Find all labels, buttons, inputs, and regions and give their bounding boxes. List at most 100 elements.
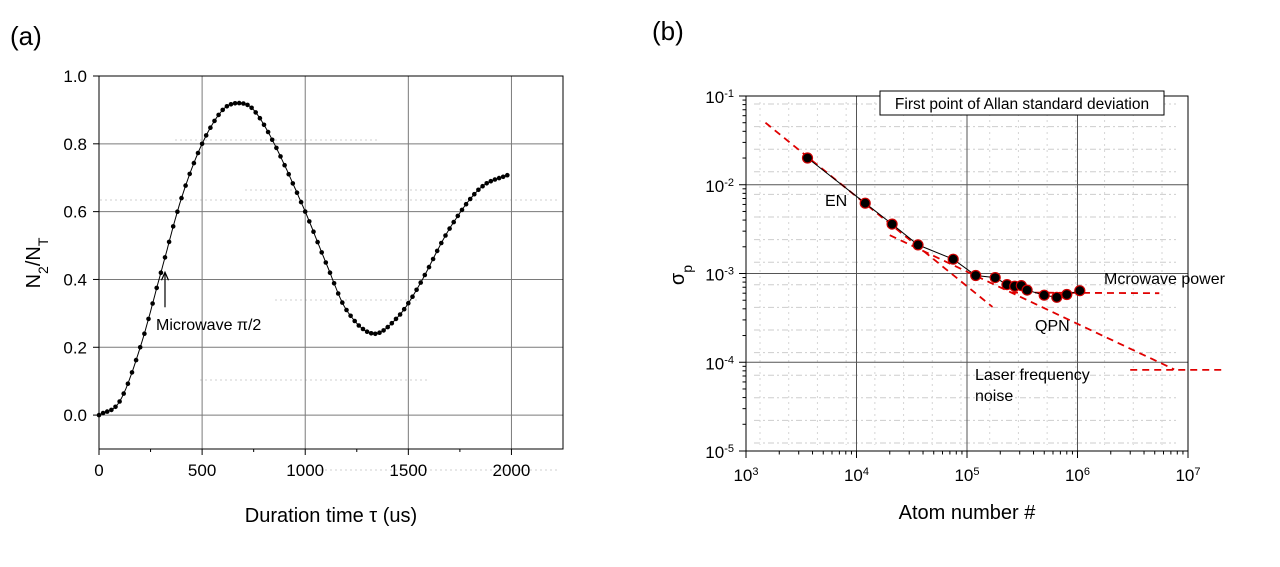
chart-a-y-label-text: N2/NT: [23, 237, 51, 288]
chart-b-x-axis-label: Atom number #: [899, 502, 1037, 524]
chart-b-y-axis-label: σp: [667, 265, 695, 285]
chart-a-point: [104, 409, 110, 414]
chart-b-y-tick-label: 10-4: [705, 354, 734, 373]
chart-b-y-label-text: σp: [667, 265, 695, 285]
chart-a-point: [393, 316, 399, 322]
chart-a-point: [183, 183, 188, 188]
chart-b-title-box: First point of Allan standard deviation: [879, 90, 1165, 116]
chart-a-point: [208, 125, 213, 130]
chart-a-point: [232, 101, 238, 106]
chart-a-point: [472, 191, 477, 197]
chart-a-point: [166, 239, 172, 245]
chart-a-point: [170, 224, 176, 229]
chart-a-point: [323, 260, 329, 265]
chart-a-point: [199, 141, 205, 147]
chart-b-point: [1074, 285, 1086, 297]
chart-a-point: [348, 313, 353, 319]
chart-b-fit-line: [889, 234, 1175, 371]
chart-a-point: [315, 239, 320, 245]
chart-a-point: [430, 256, 436, 262]
chart-a-point: [459, 207, 465, 213]
chart-b-points: [801, 152, 1086, 303]
chart-a-y-tick-label: 0.0: [63, 406, 87, 425]
chart-a-point: [129, 370, 135, 375]
chart-a-guide-line: [98, 102, 510, 416]
chart-a-grid: [99, 75, 563, 449]
chart-a-x-axis-label: Duration time τ (us): [245, 505, 417, 527]
chart-a-point: [249, 105, 254, 111]
chart-b-grid: [746, 96, 1188, 451]
chart-a-y-tick-label: 0.6: [63, 203, 87, 222]
chart-a-point: [154, 285, 159, 291]
chart-a-point: [195, 150, 201, 156]
chart-a-point: [261, 122, 267, 128]
chart-b-y-tick-label: 10-5: [705, 443, 734, 462]
chart-b-point: [947, 253, 959, 265]
chart-a-point: [179, 195, 184, 201]
chart-a-point: [397, 312, 403, 317]
chart-a-point: [158, 270, 164, 276]
chart-a-point: [187, 171, 192, 177]
chart-a-point: [257, 115, 263, 121]
chart-b-point: [989, 272, 1001, 284]
chart-a-point: [476, 187, 481, 193]
chart-a-point: [241, 101, 246, 106]
chart-b-annotation-noise: noise: [975, 388, 1013, 405]
chart-b-point: [970, 269, 982, 282]
chart-a-point: [484, 181, 490, 186]
chart-a-frame: [98, 75, 564, 450]
chart-a-point: [327, 270, 333, 276]
chart-a-point: [175, 209, 180, 214]
chart-a-point: [117, 399, 122, 404]
chart-a-point: [443, 233, 448, 238]
chart-a-point: [373, 331, 378, 337]
chart-a-point: [269, 137, 275, 143]
chart-b-point: [1021, 284, 1033, 296]
chart-b-point: [1051, 291, 1063, 303]
chart-a-point: [146, 316, 151, 322]
chart-a-point: [439, 240, 444, 246]
chart-a-point: [245, 102, 250, 108]
chart-a-point: [191, 160, 197, 166]
chart-b-y-tick-label: 10-2: [705, 177, 734, 196]
chart-a-point: [162, 255, 168, 260]
chart-a-point: [335, 291, 341, 296]
chart-b-annotation-microwave-power: Mcrowave power: [1104, 271, 1226, 288]
chart-a-point: [496, 175, 502, 181]
chart-b-x-tick-label: 104: [844, 466, 869, 485]
chart-a-x-tick-label: 500: [188, 461, 216, 480]
chart-a-annotations: Microwave π/2: [156, 270, 261, 334]
chart-a-point: [455, 213, 461, 219]
chart-b-x-tick-label: 105: [954, 466, 979, 485]
chart-a-point: [352, 318, 358, 324]
chart-b-point: [886, 218, 898, 230]
chart-a-point: [311, 229, 316, 234]
chart-a-point: [385, 324, 391, 330]
panel-b-label: (b): [652, 16, 684, 46]
chart-b: 103 104 105 106 107 10-5 10-4 10-3 10-2 10-1 EN Mc…: [667, 88, 1226, 524]
chart-a-point: [418, 280, 424, 285]
chart-b-point: [1061, 288, 1073, 301]
chart-a-point: [463, 201, 469, 207]
chart-a-point: [113, 404, 118, 410]
chart-b-fit-line: [1010, 291, 1160, 295]
chart-a-point: [203, 133, 209, 138]
chart-b-ticks: 103 104 105 106 107 10-5 10-4 10-3 10-2 10-1: [705, 88, 1200, 485]
chart-a-point: [109, 407, 114, 413]
chart-a-point: [377, 330, 382, 336]
chart-a-point: [434, 248, 440, 254]
chart-a-point: [364, 329, 370, 335]
chart-a-annotation-arrowhead: [160, 270, 170, 281]
chart-a-point: [447, 226, 452, 231]
chart-a-point: [212, 118, 217, 124]
chart-a-point: [236, 100, 242, 106]
chart-b-point: [1038, 289, 1050, 301]
chart-a-y-tick-label: 0.4: [63, 270, 87, 289]
chart-a-x-tick-label: 2000: [493, 461, 531, 480]
chart-a-point: [360, 326, 366, 332]
chart-b-data-line: [807, 157, 1080, 298]
chart-a-point: [286, 171, 292, 177]
chart-b-x-tick-label: 103: [733, 466, 758, 485]
chart-a-point: [150, 301, 155, 306]
